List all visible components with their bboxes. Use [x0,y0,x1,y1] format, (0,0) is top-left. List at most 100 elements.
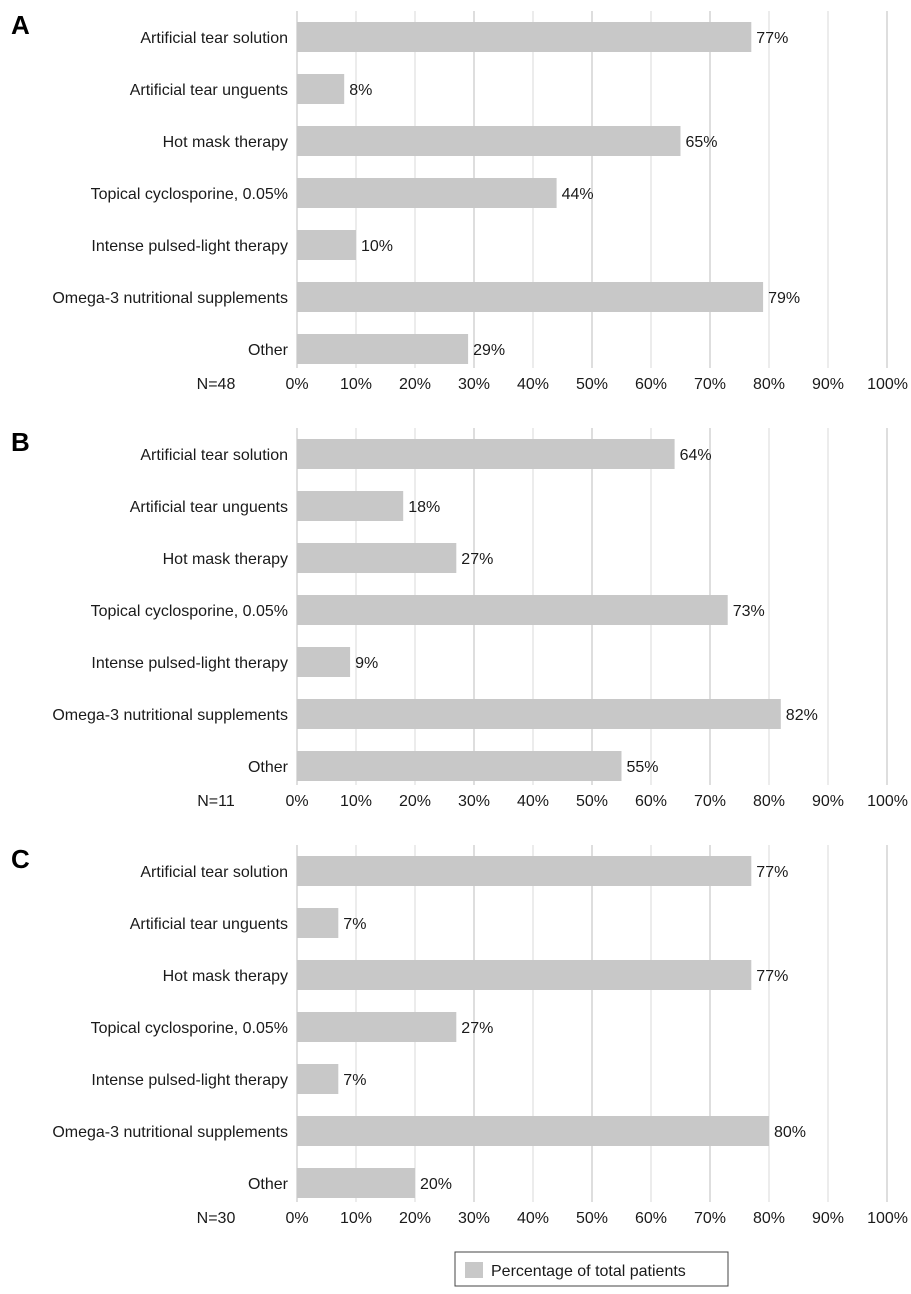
bar [297,647,351,677]
category-label: Artificial tear solution [140,864,288,881]
tick-label: 30% [458,793,490,810]
bar [297,543,457,573]
bar [297,74,345,104]
bar [297,1064,339,1094]
bar [297,699,781,729]
category-label: Topical cyclosporine, 0.05% [91,1020,288,1037]
legend-box [454,1251,729,1287]
tick-label: 50% [576,1210,608,1227]
bar [297,178,557,208]
tick-label: 60% [635,1210,667,1227]
tick-label: 50% [576,793,608,810]
value-label: 65% [686,134,718,151]
n-label: N=48 [197,376,236,393]
tick-label: 10% [340,1210,372,1227]
value-label: 27% [461,551,493,568]
category-label: Other [248,342,289,359]
tick-label: 60% [635,793,667,810]
tick-label: 40% [517,376,549,393]
value-label: 8% [349,82,372,99]
value-label: 73% [733,603,765,620]
category-label: Hot mask therapy [163,551,288,568]
bar [297,751,622,781]
value-label: 79% [768,290,800,307]
category-label: Artificial tear solution [140,447,288,464]
category-label: Topical cyclosporine, 0.05% [91,603,288,620]
bar [297,230,356,260]
category-label: Hot mask therapy [163,134,288,151]
category-label: Other [248,759,289,776]
tick-label: 100% [867,376,908,393]
bar [297,1168,415,1198]
category-label: Omega-3 nutritional supplements [52,707,288,724]
bar [297,439,675,469]
value-label: 9% [355,655,378,672]
bar [297,595,728,625]
tick-label: 70% [694,376,726,393]
category-label: Other [248,1176,289,1193]
bar [297,856,752,886]
category-label: Omega-3 nutritional supplements [52,1124,288,1141]
tick-label: 0% [285,376,308,393]
tick-label: 40% [517,1210,549,1227]
n-label: N=30 [197,1210,236,1227]
tick-label: 70% [694,1210,726,1227]
panels: A Artificial tear solution 77% Artificial t… [11,10,908,1227]
category-label: Artificial tear unguents [130,499,288,516]
value-label: 18% [408,499,440,516]
tick-label: 100% [867,793,908,810]
category-label: Intense pulsed-light therapy [91,1072,288,1089]
tick-label: 30% [458,1210,490,1227]
value-label: 80% [774,1124,806,1141]
tick-label: 10% [340,793,372,810]
category-label: Topical cyclosporine, 0.05% [91,186,288,203]
bar [297,126,681,156]
tick-label: 0% [285,1210,308,1227]
value-label: 77% [756,968,788,985]
value-label: 7% [343,916,366,933]
value-label: 55% [627,759,659,776]
panel-b: B Artificial tear solution 64% Artificial t… [11,427,908,810]
value-label: 77% [756,864,788,881]
category-label: Intense pulsed-light therapy [91,655,288,672]
tick-label: 60% [635,376,667,393]
panel-letter: B [11,427,30,457]
panel-a: A Artificial tear solution 77% Artificial t… [11,10,908,393]
tick-label: 20% [399,1210,431,1227]
category-label: Hot mask therapy [163,968,288,985]
panel-letter: C [11,844,30,874]
category-label: Artificial tear solution [140,30,288,47]
legend: Percentage of total patients [454,1251,729,1287]
tick-label: 90% [812,1210,844,1227]
tick-label: 90% [812,793,844,810]
value-label: 82% [786,707,818,724]
category-label: Artificial tear unguents [130,916,288,933]
tick-label: 80% [753,376,785,393]
value-label: 29% [473,342,505,359]
bar [297,1116,769,1146]
tick-label: 70% [694,793,726,810]
bar [297,1012,457,1042]
tick-label: 0% [285,793,308,810]
value-label: 44% [562,186,594,203]
legend-swatch [465,1262,483,1278]
category-label: Intense pulsed-light therapy [91,238,288,255]
panel-letter: A [11,10,30,40]
value-label: 64% [680,447,712,464]
bar [297,960,752,990]
value-label: 7% [343,1072,366,1089]
bar [297,491,404,521]
tick-label: 40% [517,793,549,810]
category-label: Omega-3 nutritional supplements [52,290,288,307]
tick-label: 20% [399,376,431,393]
tick-label: 80% [753,1210,785,1227]
bar [297,282,764,312]
tick-label: 50% [576,376,608,393]
bar [297,908,339,938]
tick-label: 100% [867,1210,908,1227]
tick-label: 10% [340,376,372,393]
bar [297,22,752,52]
legend-label: Percentage of total patients [491,1263,686,1280]
bar [297,334,469,364]
